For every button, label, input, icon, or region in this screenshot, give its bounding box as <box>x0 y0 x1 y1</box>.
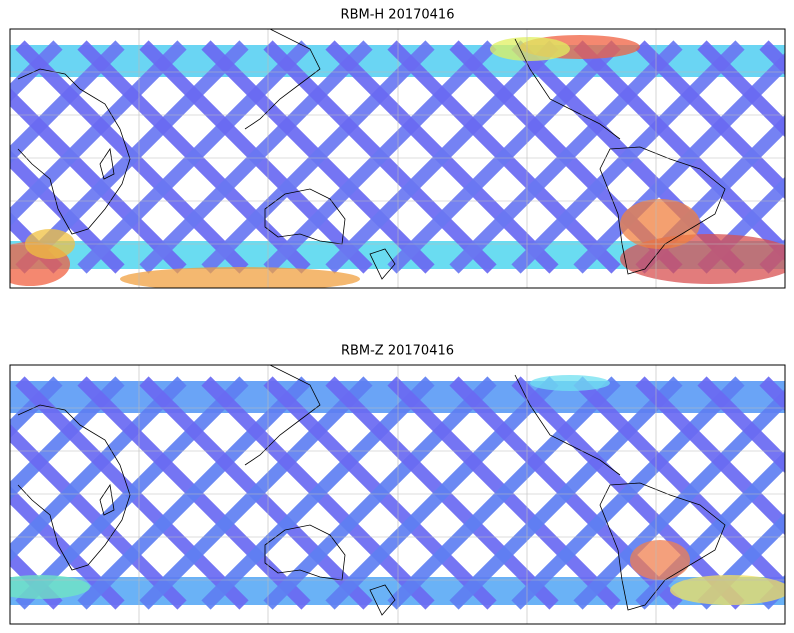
swath <box>573 388 785 610</box>
swath-layer <box>10 29 785 288</box>
map-frame <box>9 28 786 289</box>
swath <box>263 40 497 274</box>
coastline <box>369 248 396 280</box>
swath <box>10 485 125 610</box>
swath <box>449 40 683 274</box>
swath <box>10 149 125 274</box>
swath <box>139 40 373 274</box>
swath <box>325 40 559 274</box>
swath-layer <box>10 365 785 616</box>
map-title: RBM-Z 20170416 <box>341 344 454 359</box>
swath-hotspot <box>670 575 785 605</box>
swath <box>573 52 785 274</box>
swath <box>387 376 621 610</box>
swath <box>449 376 683 610</box>
swath <box>10 40 63 103</box>
coastline <box>17 404 131 571</box>
coastline <box>244 29 321 130</box>
swath-hotspot <box>530 375 610 391</box>
swath <box>697 40 785 138</box>
swath <box>511 40 745 274</box>
swath <box>139 376 373 610</box>
swath <box>10 40 187 227</box>
coastline <box>17 68 131 235</box>
swath-hotspot <box>630 540 690 580</box>
coastline <box>514 38 621 140</box>
swath <box>10 547 63 610</box>
swath <box>10 40 125 165</box>
coastline <box>244 365 321 466</box>
map-title: RBM-H 20170416 <box>341 8 455 23</box>
map-panel <box>9 28 786 289</box>
swath <box>697 376 785 474</box>
swath <box>325 376 559 610</box>
coastline <box>99 147 115 180</box>
swath <box>263 376 497 610</box>
map-frame <box>9 364 786 625</box>
swath <box>77 376 311 610</box>
coastline <box>99 483 115 516</box>
swath <box>387 40 621 274</box>
swath-hotspot <box>10 575 90 599</box>
swath <box>10 376 125 501</box>
swath <box>511 376 745 610</box>
swath <box>15 376 249 610</box>
swath <box>10 376 63 439</box>
swath <box>10 211 63 274</box>
swath-hotspot <box>620 199 700 249</box>
coastline <box>369 584 396 616</box>
swath <box>697 512 785 610</box>
swath <box>697 176 785 274</box>
swath <box>77 40 311 274</box>
coastline <box>514 374 621 476</box>
swath-hotspot <box>490 37 570 61</box>
swath <box>201 40 435 274</box>
map-panel <box>9 364 786 625</box>
swath <box>201 376 435 610</box>
swath-hotspot <box>120 267 360 288</box>
swath <box>10 376 187 563</box>
